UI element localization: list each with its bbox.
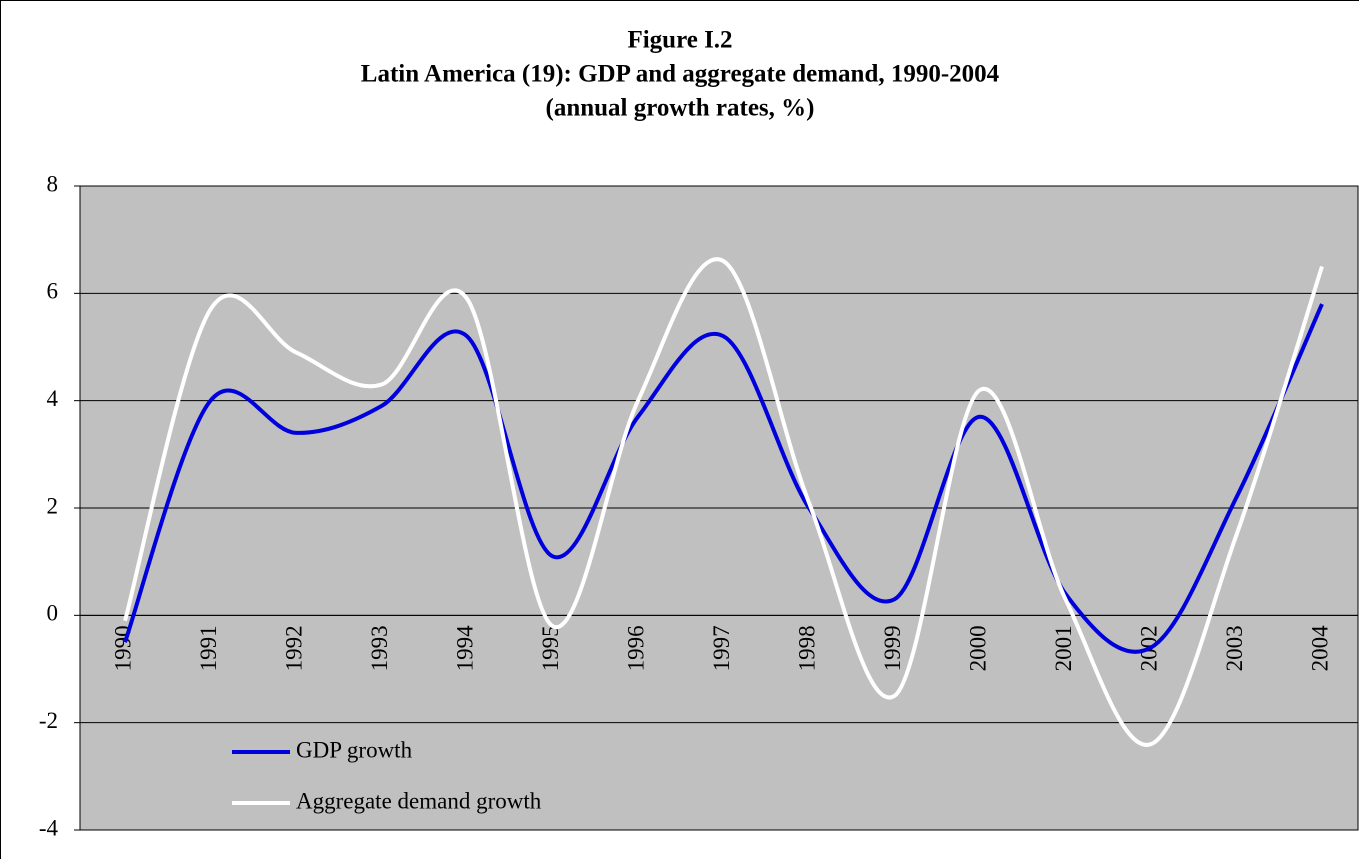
x-tick-label: 2001 bbox=[1051, 625, 1076, 671]
y-tick-label: 2 bbox=[47, 493, 59, 518]
x-tick-label: 1994 bbox=[452, 625, 477, 672]
x-tick-label: 1991 bbox=[196, 625, 221, 671]
x-tick-label: 2004 bbox=[1307, 625, 1332, 672]
y-tick-label: 6 bbox=[47, 279, 59, 304]
y-tick-label: 4 bbox=[47, 386, 59, 411]
legend-label: GDP growth bbox=[296, 737, 413, 762]
chart-title: Figure I.2 bbox=[627, 27, 732, 54]
x-tick-label: 1996 bbox=[623, 625, 648, 671]
chart-title: (annual growth rates, %) bbox=[546, 95, 815, 122]
series-line bbox=[123, 257, 1324, 747]
x-tick-label: 2000 bbox=[965, 625, 990, 671]
x-tick-label: 1995 bbox=[538, 625, 563, 671]
y-tick-label: 8 bbox=[47, 171, 59, 196]
y-tick-label: -2 bbox=[39, 708, 58, 733]
x-tick-label: 1998 bbox=[794, 625, 819, 671]
series-line bbox=[123, 303, 1324, 654]
y-tick-label: 0 bbox=[47, 601, 59, 626]
y-tick-label: -4 bbox=[39, 815, 59, 840]
x-tick-label: 2003 bbox=[1222, 625, 1247, 671]
x-tick-label: 1993 bbox=[367, 625, 392, 671]
x-tick-label: 1992 bbox=[281, 625, 306, 671]
x-tick-label: 1997 bbox=[709, 625, 734, 671]
x-tick-label: 1999 bbox=[880, 625, 905, 671]
chart-title: Latin America (19): GDP and aggregate de… bbox=[361, 61, 1000, 88]
x-tick-label: 1990 bbox=[110, 625, 135, 671]
legend-label: Aggregate demand growth bbox=[296, 788, 542, 813]
